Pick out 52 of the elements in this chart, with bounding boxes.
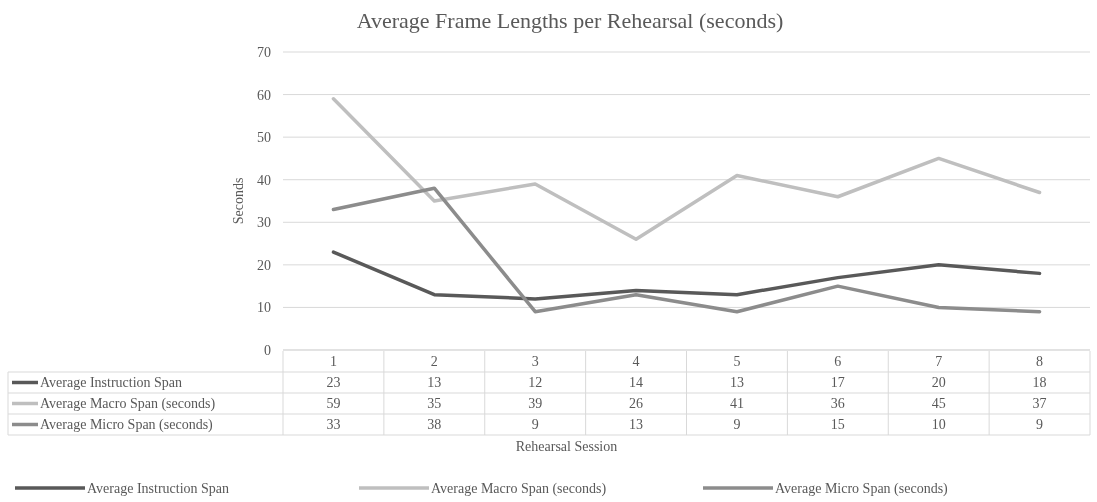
x-tick-label: 1 xyxy=(329,354,337,369)
data-label: 9 xyxy=(733,417,741,432)
legend-label: Average Instruction Span xyxy=(40,375,183,390)
data-label: 9 xyxy=(531,417,539,432)
data-label: 39 xyxy=(528,396,543,411)
x-tick-label: 5 xyxy=(733,354,741,369)
x-axis-title: Rehearsal Session xyxy=(515,439,618,454)
data-label: 14 xyxy=(629,375,644,390)
x-tick-label: 3 xyxy=(531,354,539,369)
y-tick-label: 70 xyxy=(257,45,271,60)
data-label: 41 xyxy=(729,396,744,411)
text: Average Micro Span (seconds) xyxy=(775,481,948,496)
data-label: 23 xyxy=(326,375,341,390)
x-tick-label: 7 xyxy=(935,354,943,369)
text: Average Instruction Span xyxy=(87,481,230,496)
line-series xyxy=(331,250,1042,301)
y-axis-title: Seconds xyxy=(231,177,246,225)
x-tick-label: 4 xyxy=(632,354,640,369)
y-tick-label: 0 xyxy=(264,343,271,358)
data-label: 18 xyxy=(1032,375,1047,390)
data-label: 33 xyxy=(326,417,341,432)
data-label: 36 xyxy=(830,396,845,411)
y-tick-label: 60 xyxy=(257,87,271,103)
data-label: 13 xyxy=(427,375,442,390)
x-tick-label: 8 xyxy=(1036,354,1044,369)
data-label: 13 xyxy=(729,375,744,390)
data-label: 37 xyxy=(1032,396,1047,411)
y-tick-label: 30 xyxy=(257,215,271,231)
data-label: 13 xyxy=(629,417,644,432)
data-label: 20 xyxy=(931,375,946,390)
chart-title: Average Frame Lengths per Rehearsal (seconds) xyxy=(356,8,784,33)
data-label: 26 xyxy=(629,396,644,411)
y-tick-label: 40 xyxy=(257,172,271,188)
data-label: 35 xyxy=(427,396,442,411)
line-series xyxy=(331,186,1042,314)
y-tick-label: 50 xyxy=(257,130,271,146)
data-label: 12 xyxy=(528,375,543,390)
data-label: 10 xyxy=(931,417,946,432)
data-label: 59 xyxy=(326,396,341,411)
y-tick-label: 20 xyxy=(257,257,271,273)
text: Average Macro Span (seconds) xyxy=(431,481,607,496)
data-label: 38 xyxy=(427,417,442,432)
x-tick-label: 2 xyxy=(430,354,438,369)
legend-label: Average Micro Span (seconds) xyxy=(40,417,214,433)
data-label: 45 xyxy=(931,396,946,411)
data-label: 9 xyxy=(1036,417,1044,432)
legend-label: Average Macro Span (seconds) xyxy=(40,396,216,412)
data-label: 17 xyxy=(830,375,845,390)
y-tick-label: 10 xyxy=(257,300,271,316)
x-tick-label: 6 xyxy=(834,354,842,369)
line-series xyxy=(331,97,1042,242)
data-label: 15 xyxy=(830,417,845,432)
